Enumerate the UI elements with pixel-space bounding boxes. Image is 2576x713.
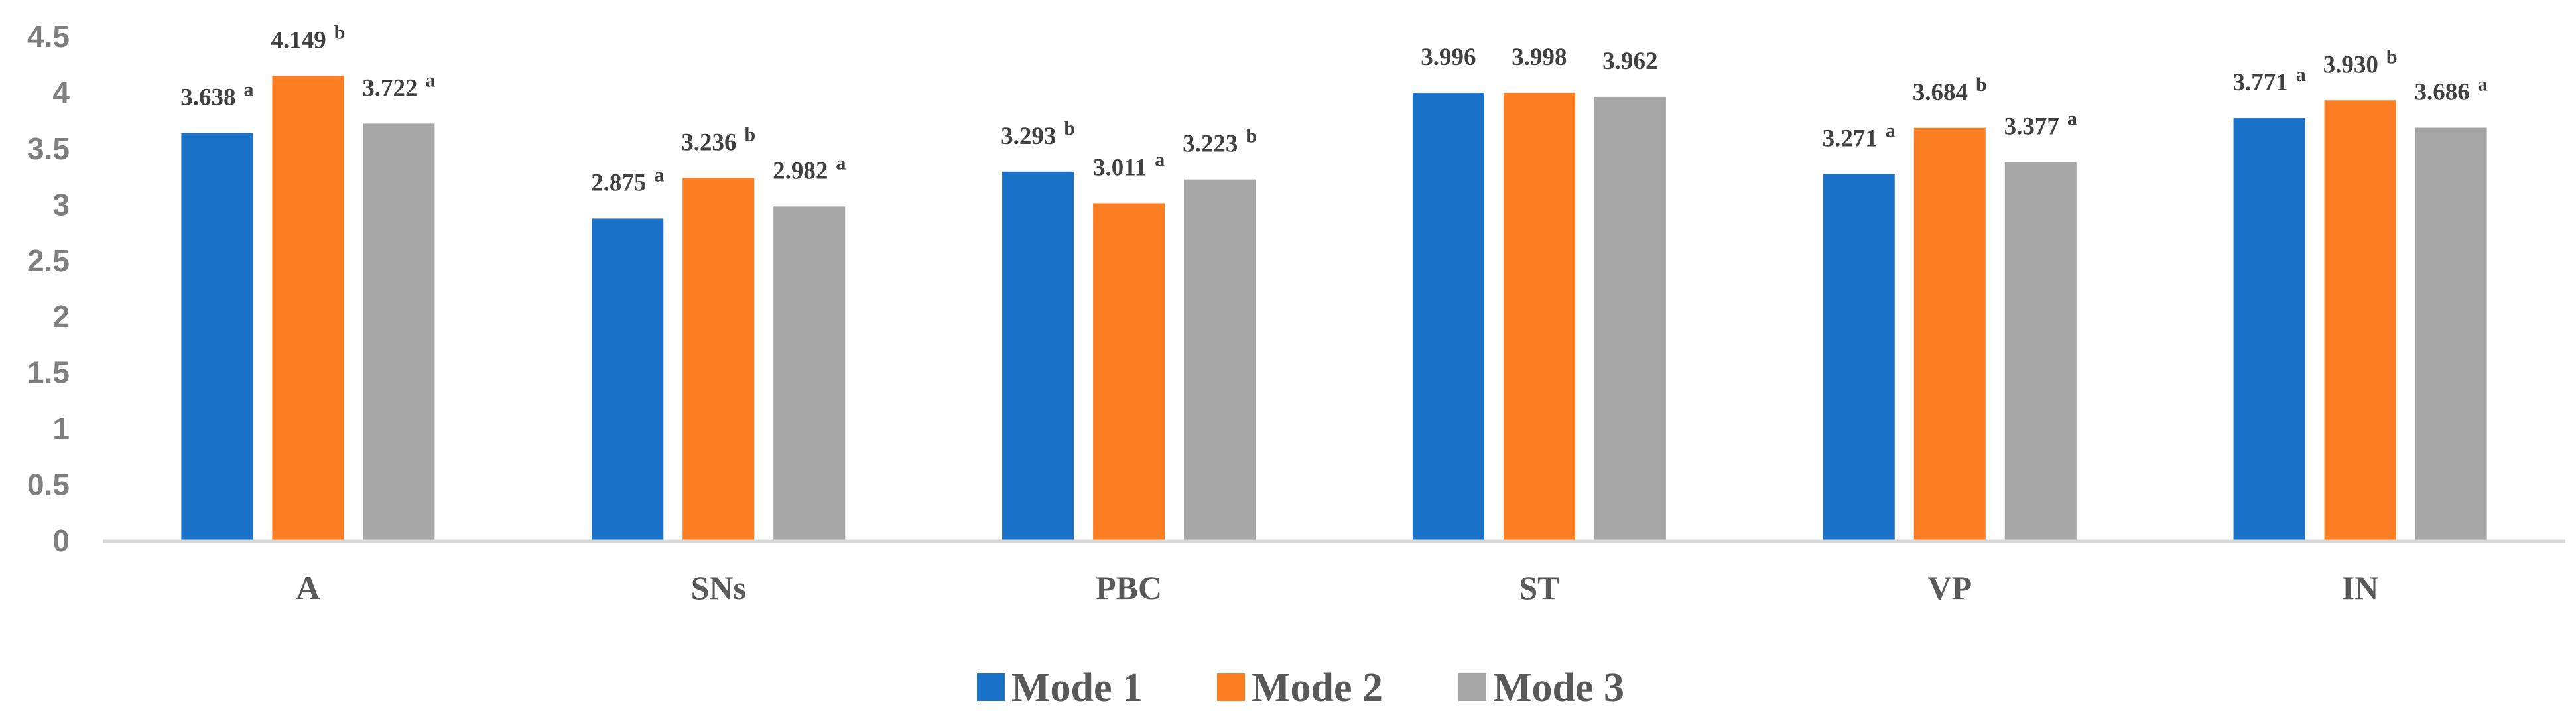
x-tick-label: A xyxy=(296,569,320,606)
bar-pbc-mode-1 xyxy=(1002,171,1074,541)
data-label: 3.293 b xyxy=(1001,117,1075,150)
legend-swatch xyxy=(1217,673,1245,701)
legend-label: Mode 1 xyxy=(1011,665,1143,710)
bar-sns-mode-1 xyxy=(592,218,664,541)
legend-label: Mode 3 xyxy=(1493,665,1624,710)
y-tick-label: 1.5 xyxy=(27,356,70,390)
data-label: 3.996 xyxy=(1421,44,1476,71)
bars xyxy=(181,76,2487,541)
data-label: 3.930 b xyxy=(2323,46,2398,78)
data-label: 3.684 b xyxy=(1913,74,1987,106)
legend-item-mode-1: Mode 1 xyxy=(977,665,1143,710)
bar-vp-mode-2 xyxy=(1913,127,1986,541)
data-label: 3.771 a xyxy=(2232,64,2305,96)
bar-a-mode-3 xyxy=(363,123,435,541)
legend-item-mode-2: Mode 2 xyxy=(1217,665,1383,710)
bar-pbc-mode-2 xyxy=(1093,203,1165,541)
bar-st-mode-1 xyxy=(1412,93,1484,541)
legend-label: Mode 2 xyxy=(1252,665,1383,710)
data-label: 3.236 b xyxy=(681,123,755,156)
bar-a-mode-2 xyxy=(272,76,344,541)
data-label: 3.271 a xyxy=(1823,120,1896,153)
y-tick-label: 1 xyxy=(52,411,70,446)
y-tick-label: 4.5 xyxy=(27,19,70,54)
bar-pbc-mode-3 xyxy=(1184,179,1256,541)
bar-in-mode-3 xyxy=(2415,127,2487,541)
bar-a-mode-1 xyxy=(181,133,253,541)
legend-swatch xyxy=(1458,673,1486,701)
y-tick-label: 0 xyxy=(52,523,70,558)
data-label: 2.982 a xyxy=(773,152,846,184)
data-label: 4.149 b xyxy=(271,21,345,54)
x-axis-ticks: A SNs PBC ST VP IN xyxy=(296,569,2378,606)
legend: Mode 1 Mode 2 Mode 3 xyxy=(977,665,1624,710)
y-axis-ticks: 0 0.5 1 1.5 2 2.5 3 3.5 4 4.5 xyxy=(27,19,70,558)
x-tick-label: VP xyxy=(1927,569,1972,606)
data-labels: 3.638 a 4.149 b 3.722 a 2.875 a 3.236 b 2.982 a 3.29… xyxy=(180,21,2487,196)
x-tick-label: IN xyxy=(2342,569,2379,606)
data-label: 3.638 a xyxy=(180,79,253,111)
y-tick-label: 2 xyxy=(52,299,70,334)
y-tick-label: 3 xyxy=(52,187,70,222)
x-tick-label: SNs xyxy=(691,569,746,606)
data-label: 3.011 a xyxy=(1093,149,1165,181)
y-tick-label: 0.5 xyxy=(27,468,70,502)
x-tick-label: PBC xyxy=(1096,569,1162,606)
bar-vp-mode-1 xyxy=(1823,174,1895,541)
legend-swatch xyxy=(977,673,1005,701)
data-label: 3.998 xyxy=(1512,44,1567,71)
data-label: 3.686 a xyxy=(2414,73,2487,105)
y-tick-label: 4 xyxy=(52,75,70,109)
y-tick-label: 2.5 xyxy=(27,243,70,278)
bar-st-mode-2 xyxy=(1503,92,1575,541)
data-label: 3.962 xyxy=(1602,48,1657,75)
bar-sns-mode-3 xyxy=(773,206,846,541)
bar-st-mode-3 xyxy=(1594,96,1666,541)
bar-vp-mode-3 xyxy=(2004,162,2077,541)
x-tick-label: ST xyxy=(1519,569,1559,606)
bar-sns-mode-2 xyxy=(682,178,755,541)
legend-item-mode-3: Mode 3 xyxy=(1458,665,1624,710)
data-label: 2.875 a xyxy=(591,164,664,196)
bar-in-mode-1 xyxy=(2233,118,2305,541)
data-label: 3.722 a xyxy=(362,69,435,101)
bar-in-mode-2 xyxy=(2324,100,2396,541)
y-tick-label: 3.5 xyxy=(27,131,70,166)
data-label: 3.377 a xyxy=(2004,108,2077,141)
data-label: 3.223 b xyxy=(1183,125,1257,158)
